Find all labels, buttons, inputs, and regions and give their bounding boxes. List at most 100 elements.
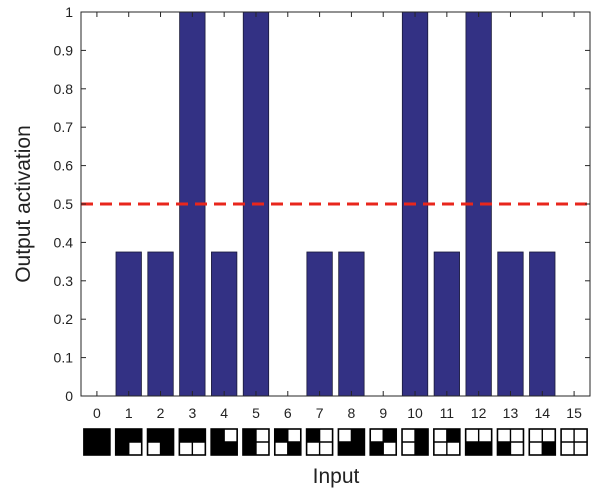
pattern-cell xyxy=(211,429,225,442)
x-tick-label: 4 xyxy=(220,405,228,421)
pattern-cell xyxy=(287,429,301,442)
x-axis-label: Input xyxy=(313,465,360,488)
pattern-cell xyxy=(192,442,206,455)
pattern-cell xyxy=(83,429,97,442)
pattern-cell xyxy=(224,429,238,442)
pattern-cell xyxy=(415,442,429,455)
y-tick-label: 0.6 xyxy=(54,158,74,174)
pattern-cell xyxy=(383,429,397,442)
input-pattern-10-icon xyxy=(401,428,429,456)
x-tick-label: 3 xyxy=(188,405,196,421)
input-pattern-3-icon xyxy=(178,428,207,456)
pattern-cell xyxy=(415,429,429,442)
x-tick-label: 8 xyxy=(348,405,356,421)
y-axis-label: Output activation xyxy=(12,125,35,283)
x-axis: 0 1 2 3 4 5 6 7 8 9 10 11 12 13 14 15 xyxy=(93,12,582,421)
input-pattern-7-icon xyxy=(305,428,334,456)
pattern-cell xyxy=(433,442,447,455)
x-tick-label: 14 xyxy=(534,405,550,421)
pattern-cell xyxy=(510,429,524,442)
input-pattern-9-icon xyxy=(369,428,398,456)
pattern-cell xyxy=(542,442,556,455)
x-tick-label: 2 xyxy=(157,405,165,421)
pattern-cell xyxy=(529,429,543,442)
pattern-cell xyxy=(351,442,365,455)
pattern-border xyxy=(242,428,270,456)
bar-2 xyxy=(147,251,174,397)
pattern-cell xyxy=(561,442,575,455)
pattern-cell xyxy=(128,429,142,442)
pattern-cell xyxy=(561,429,575,442)
pattern-cell xyxy=(433,429,447,442)
pattern-cell xyxy=(96,429,110,442)
pattern-cell xyxy=(465,442,479,455)
bar-14 xyxy=(529,251,556,397)
pattern-cell xyxy=(224,442,238,455)
input-pattern-8-icon xyxy=(337,428,366,456)
pattern-cell xyxy=(242,442,256,455)
x-tick-label: 7 xyxy=(316,405,324,421)
y-tick-label: 0.1 xyxy=(54,350,74,366)
pattern-cell xyxy=(370,429,384,442)
pattern-border xyxy=(337,428,366,456)
pattern-cell xyxy=(115,442,129,455)
y-tick-label: 0.8 xyxy=(54,81,74,97)
pattern-cell xyxy=(351,429,365,442)
pattern-cell xyxy=(446,429,460,442)
y-tick-label: 0.4 xyxy=(54,234,74,250)
x-tick-label: 0 xyxy=(93,405,101,421)
input-pattern-4-icon xyxy=(210,428,238,456)
x-tick-label: 11 xyxy=(440,405,455,421)
x-tick-label: 1 xyxy=(125,405,133,421)
y-tick-label: 0.2 xyxy=(54,311,74,327)
pattern-cell xyxy=(574,442,588,455)
pattern-cell xyxy=(338,442,352,455)
pattern-cell xyxy=(147,429,161,442)
bar-8 xyxy=(338,251,365,397)
bar-11 xyxy=(433,251,460,397)
pattern-border xyxy=(369,428,398,456)
pattern-cell xyxy=(242,429,256,442)
pattern-cell xyxy=(319,429,333,442)
x-tick-label: 10 xyxy=(407,405,423,421)
pattern-cell xyxy=(338,429,352,442)
input-pattern-14-icon xyxy=(528,428,557,456)
y-axis: 0 0.1 0.2 0.3 0.4 0.5 0.6 0.7 0.8 0.9 1 xyxy=(54,4,590,404)
pattern-border xyxy=(528,428,557,456)
pattern-cell xyxy=(287,442,301,455)
input-pattern-0-icon xyxy=(83,428,111,456)
x-tick-label: 13 xyxy=(503,405,519,421)
pattern-cell xyxy=(160,442,174,455)
pattern-border xyxy=(305,428,334,456)
pattern-cell xyxy=(542,429,556,442)
pattern-border xyxy=(114,428,143,456)
input-pattern-11-icon xyxy=(433,428,461,456)
pattern-border xyxy=(178,428,207,456)
input-pattern-13-icon xyxy=(496,428,525,456)
pattern-cell xyxy=(306,429,320,442)
x-tick-label: 12 xyxy=(471,405,487,421)
y-tick-label: 0.5 xyxy=(54,196,74,212)
bar-13 xyxy=(497,251,524,397)
pattern-cell xyxy=(160,429,174,442)
pattern-cell xyxy=(510,442,524,455)
input-pattern-1-icon xyxy=(114,428,143,456)
pattern-border xyxy=(210,428,238,456)
pattern-cell xyxy=(383,442,397,455)
pattern-cell xyxy=(179,442,193,455)
pattern-cell xyxy=(83,442,97,455)
pattern-cell xyxy=(255,429,269,442)
input-pattern-15-icon xyxy=(560,428,588,456)
pattern-cell xyxy=(115,429,129,442)
x-tick-label: 5 xyxy=(252,405,260,421)
bar-1 xyxy=(115,251,142,397)
pattern-cell xyxy=(478,442,492,455)
pattern-cell xyxy=(446,442,460,455)
pattern-cell xyxy=(255,442,269,455)
pattern-cell xyxy=(274,442,288,455)
pattern-cell xyxy=(319,442,333,455)
y-tick-label: 0.9 xyxy=(54,42,74,58)
pattern-cell xyxy=(96,442,110,455)
